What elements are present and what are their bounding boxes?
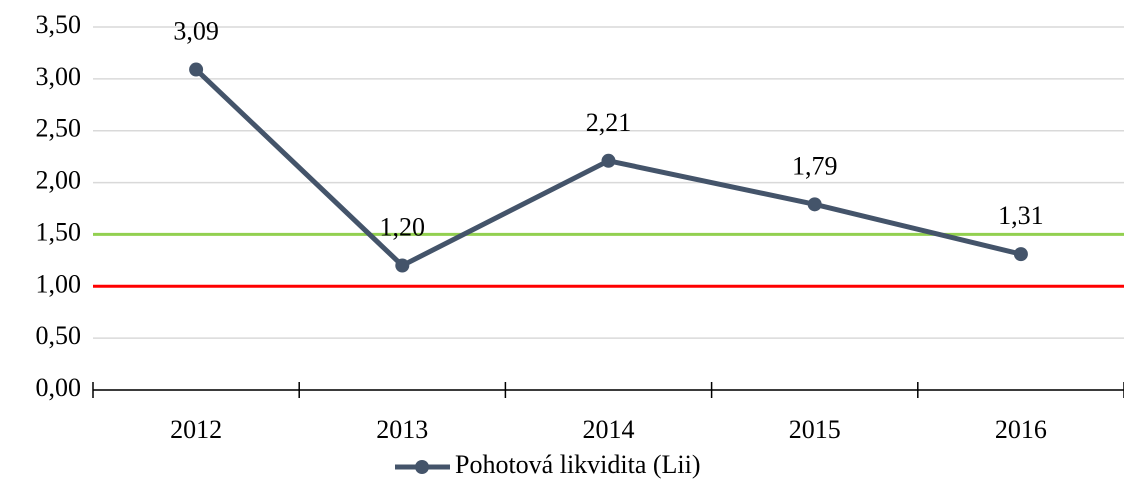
y-tick-label: 0,50	[36, 321, 82, 350]
y-tick-label: 2,50	[36, 114, 82, 143]
x-tick-label: 2015	[789, 415, 841, 444]
marker	[807, 197, 822, 212]
data-label: 1,31	[998, 201, 1044, 230]
marker	[189, 62, 204, 77]
marker	[395, 258, 410, 273]
marker	[1013, 247, 1028, 262]
x-tick-label: 2016	[995, 415, 1047, 444]
y-tick-label: 3,50	[36, 10, 82, 39]
y-tick-label: 1,00	[36, 269, 82, 298]
x-tick-label: 2013	[376, 415, 428, 444]
legend-marker	[415, 460, 429, 474]
data-label: 1,79	[792, 151, 838, 180]
data-label: 2,21	[586, 108, 632, 137]
data-label: 3,09	[173, 16, 219, 45]
y-tick-label: 1,50	[36, 217, 82, 246]
x-tick-label: 2012	[170, 415, 222, 444]
x-tick-label: 2014	[583, 415, 635, 444]
y-tick-label: 2,00	[36, 166, 82, 195]
marker	[601, 153, 616, 168]
y-tick-label: 0,00	[36, 373, 82, 402]
y-tick-label: 3,00	[36, 62, 82, 91]
data-label: 1,20	[380, 213, 426, 242]
legend-label: Pohotová likvidita (Lii)	[455, 450, 701, 479]
